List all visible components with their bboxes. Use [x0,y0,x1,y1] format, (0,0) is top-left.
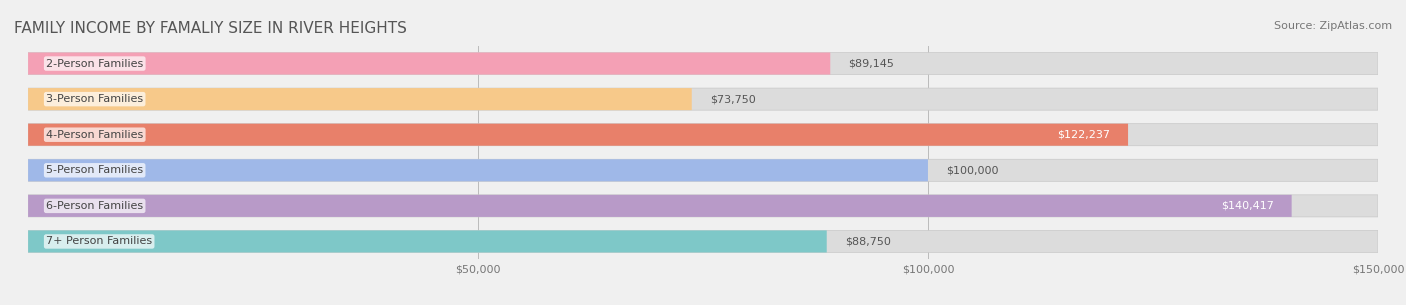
Text: Source: ZipAtlas.com: Source: ZipAtlas.com [1274,21,1392,31]
FancyBboxPatch shape [28,231,1378,253]
Text: 6-Person Families: 6-Person Families [46,201,143,211]
FancyBboxPatch shape [28,159,1378,181]
Text: 4-Person Families: 4-Person Families [46,130,143,140]
Text: $140,417: $140,417 [1220,201,1274,211]
FancyBboxPatch shape [28,159,928,181]
Text: $73,750: $73,750 [710,94,755,104]
FancyBboxPatch shape [28,124,1378,146]
Text: $100,000: $100,000 [946,165,998,175]
FancyBboxPatch shape [28,231,827,253]
Text: $122,237: $122,237 [1057,130,1111,140]
Text: FAMILY INCOME BY FAMALIY SIZE IN RIVER HEIGHTS: FAMILY INCOME BY FAMALIY SIZE IN RIVER H… [14,21,406,36]
Text: 5-Person Families: 5-Person Families [46,165,143,175]
FancyBboxPatch shape [28,195,1378,217]
Text: $89,145: $89,145 [848,59,894,69]
Text: 3-Person Families: 3-Person Families [46,94,143,104]
FancyBboxPatch shape [28,124,1128,146]
FancyBboxPatch shape [28,195,1292,217]
Text: $88,750: $88,750 [845,236,890,246]
FancyBboxPatch shape [28,88,692,110]
FancyBboxPatch shape [28,52,1378,74]
Text: 7+ Person Families: 7+ Person Families [46,236,152,246]
FancyBboxPatch shape [28,52,831,74]
FancyBboxPatch shape [28,88,1378,110]
Text: 2-Person Families: 2-Person Families [46,59,143,69]
